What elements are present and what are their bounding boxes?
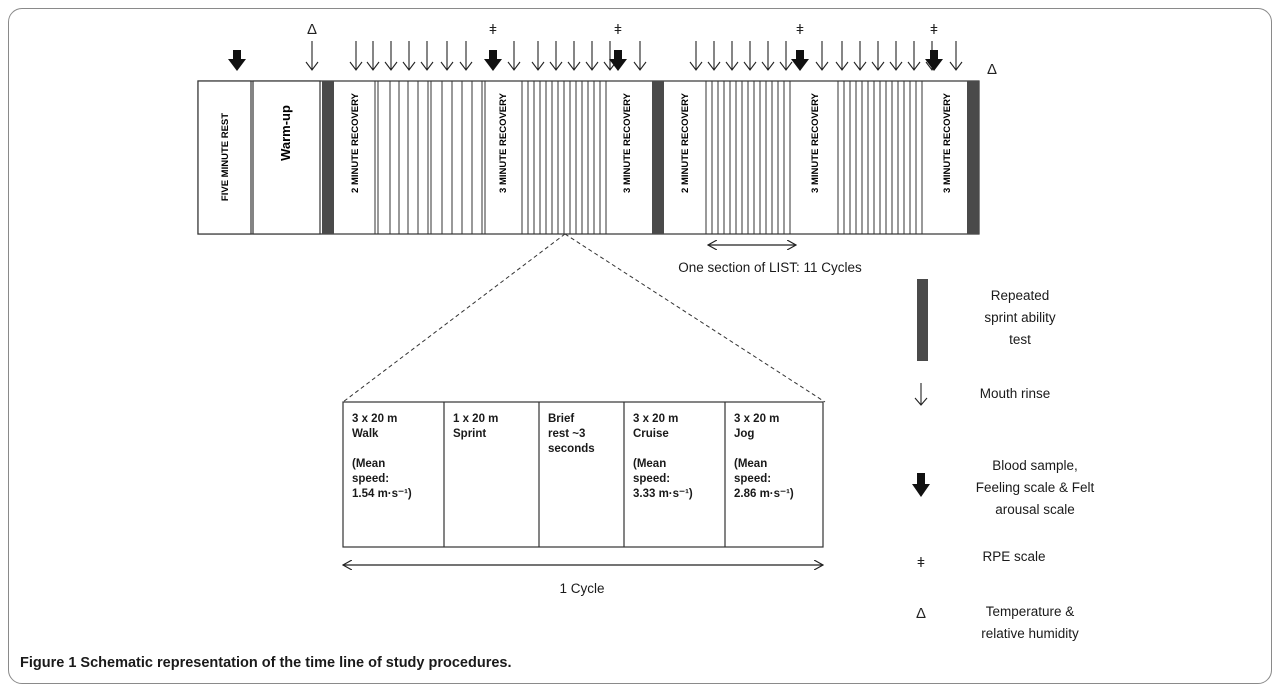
rpe-marker: ǂ [614,21,622,37]
temperature-marker: Δ [305,21,319,71]
figure-frame [8,8,1272,684]
delta-symbol: Δ [916,605,926,622]
cycle-span-label: 1 Cycle [559,581,604,596]
legend: ǂ Δ Repeated sprint ability test Mouth rinse B… [912,279,1095,641]
blood-sample-marker [791,50,809,71]
thick-arrow-icon [912,473,930,497]
mouth-rinse-marker [761,41,775,71]
mouth-rinse-marker [366,41,380,71]
block-3min-recovery-3-label: 3 MINUTE RECOVERY [810,92,821,193]
legend-label-delta: Temperature & relative humidity [981,604,1079,641]
block-five-minute-rest-label: FIVE MINUTE REST [220,113,231,201]
mouth-rinse-marker [871,41,885,71]
mouth-rinse-marker [707,41,721,71]
mouth-rinse-marker [779,41,793,71]
blood-sample-marker [925,50,943,71]
mouth-rinse-marker [949,41,963,71]
mouth-rinse-marker [889,41,903,71]
rsa-bar-1 [322,81,334,234]
mouth-rinse-marker [835,41,849,71]
mouth-rinse-marker [689,41,703,71]
zoom-line-right [564,233,826,403]
mouth-rinse-marker [507,41,521,71]
mouth-rinse-marker [440,41,454,71]
timeline: FIVE MINUTE REST Warm-up 2 MINUTE RECOVE… [197,80,980,235]
block-five-minute-rest [197,80,252,235]
svg-text:Δ: Δ [987,61,997,78]
cycle-cell-3-text: Brief rest ~3 seconds [548,413,595,455]
mouth-rinse-marker [384,41,398,71]
legend-label-rsa-bar: Repeated sprint ability test [984,288,1056,347]
block-3min-recovery-1-label: 3 MINUTE RECOVERY [498,92,509,193]
cycle-lines-2 [521,81,607,234]
mouth-rinse-marker [853,41,867,71]
blood-sample-marker [609,50,627,71]
mouth-rinse-marker [743,41,757,71]
block-warm-up-label: Warm-up [278,105,293,161]
block-3min-recovery-2-label: 3 MINUTE RECOVERY [622,92,633,193]
cycle-cell-2-text: 1 x 20 m Sprint [453,413,498,440]
legend-label-thin-arrow: Mouth rinse [980,386,1051,401]
mouth-rinse-marker [349,41,363,71]
rsa-bar-icon [917,279,928,361]
cycle-lines-3 [705,81,791,234]
markers: Δ Δ ǂ ǂ ǂ ǂ [228,21,997,78]
zoom-line-left [342,233,566,403]
cycle-cell-5-text: 3 x 20 m Jog (Mean speed: 2.86 m·s⁻¹) [734,413,794,500]
section-span-label: One section of LIST: 11 Cycles [678,260,862,275]
mouth-rinse-marker [567,41,581,71]
mouth-rinse-marker [725,41,739,71]
cycle-table-frame [342,401,824,548]
block-2min-recovery-2-label: 2 MINUTE RECOVERY [680,92,691,193]
cycle-table: 3 x 20 m Walk (Mean speed: 1.54 m·s⁻¹) 1 x 2… [342,401,824,548]
cycle-cell-4-text: 3 x 20 m Cruise (Mean speed: 3.33 m·s⁻¹) [633,413,693,500]
block-warm-up [252,80,321,235]
rsa-bar-2 [652,81,664,234]
rpe-marker: ǂ [796,21,804,37]
mouth-rinse-marker [459,41,473,71]
svg-text:Δ: Δ [307,21,317,38]
mouth-rinse-marker [585,41,599,71]
legend-label-thick-arrow: Blood sample, Feeling scale & Felt arousal… [976,458,1095,517]
rpe-marker: ǂ [930,21,938,37]
cycle-lines-1 [374,81,486,234]
mouth-rinse-marker [402,41,416,71]
mouth-rinse-marker [633,41,647,71]
figure-caption: Figure 1 Schematic representation of the… [20,655,512,671]
mouth-rinse-marker [420,41,434,71]
mouth-rinse-marker [549,41,563,71]
rpe-symbol: ǂ [917,554,925,570]
mouth-rinse-marker [907,41,921,71]
cycle-lines-4 [837,81,923,234]
block-2min-recovery-1-label: 2 MINUTE RECOVERY [350,92,361,193]
caption-label: Figure 1 [20,655,77,671]
blood-sample-marker [228,50,246,71]
temperature-marker: Δ [987,61,997,78]
block-3min-recovery-4-label: 3 MINUTE RECOVERY [942,92,953,193]
caption-text: Schematic representation of the time lin… [76,655,512,671]
cycle-cell-1-text: 3 x 20 m Walk (Mean speed: 1.54 m·s⁻¹) [352,413,412,500]
mouth-rinse-marker [531,41,545,71]
legend-label-rpe: RPE scale [982,549,1045,564]
rpe-marker: ǂ [489,21,497,37]
rsa-bar-3 [967,81,979,234]
blood-sample-marker [484,50,502,71]
mouth-rinse-marker [815,41,829,71]
